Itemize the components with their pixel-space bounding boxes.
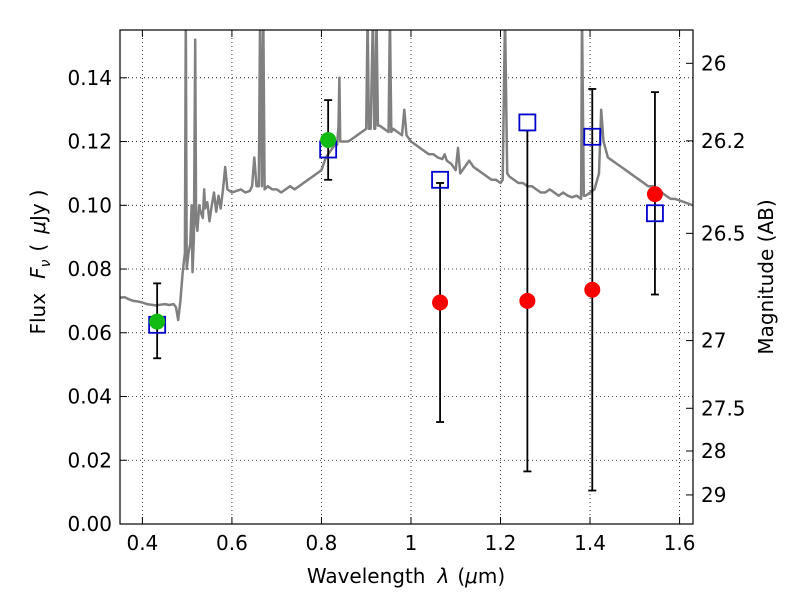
x-tick-label: 1 — [405, 531, 418, 555]
spectrum-line — [120, 30, 693, 322]
x-axis-label: Wavelength λ (μm) — [307, 564, 505, 588]
x-tick-label: 1.6 — [664, 531, 696, 555]
y2-axis-label: Magnitude (AB) — [754, 199, 778, 354]
square-marker — [431, 170, 449, 189]
y-tick-label: 0.02 — [67, 448, 112, 472]
y-axis-label: FluxFν(μJy) — [26, 189, 54, 334]
x-tick-label: 0.6 — [216, 531, 248, 555]
y2-tick-label: 26.2 — [701, 129, 746, 153]
plot-frame — [119, 29, 694, 525]
y2-tick-label: 29 — [701, 483, 726, 507]
y2-tick-label: 27 — [701, 329, 726, 353]
plot-area — [120, 30, 693, 492]
x-tick-label: 0.4 — [126, 531, 158, 555]
circle-marker — [320, 131, 337, 148]
y-tick-label: 0.12 — [67, 130, 112, 154]
y-tick-label: 0.06 — [67, 321, 112, 345]
circle-marker — [646, 186, 663, 203]
x-tick-label: 0.8 — [306, 531, 338, 555]
y-tick-label: 0.04 — [67, 385, 112, 409]
y2-tick-label: 28 — [701, 439, 726, 463]
circle-marker — [519, 292, 536, 309]
circle-marker — [584, 281, 601, 298]
circle-marker — [149, 313, 166, 330]
square-marker — [518, 113, 537, 132]
circle-marker — [432, 294, 449, 311]
x-tick-label: 1.4 — [574, 531, 606, 555]
y-tick-label: 0.00 — [67, 512, 112, 536]
y-tick-label: 0.08 — [67, 257, 112, 281]
y-tick-label: 0.14 — [67, 66, 112, 90]
x-tick-label: 1.2 — [485, 531, 517, 555]
square-marker — [583, 127, 602, 146]
square-marker — [646, 204, 664, 223]
y2-tick-label: 27.5 — [701, 396, 746, 420]
y-tick-label: 0.10 — [67, 193, 112, 217]
y2-tick-label: 26.5 — [701, 221, 746, 245]
y2-tick-label: 26 — [701, 51, 726, 75]
ticks: 0.4 0.6 0.8 1 1.2 1.4 1.6 0.00 0.02 0.04 0.06 0.08 0… — [67, 30, 746, 555]
